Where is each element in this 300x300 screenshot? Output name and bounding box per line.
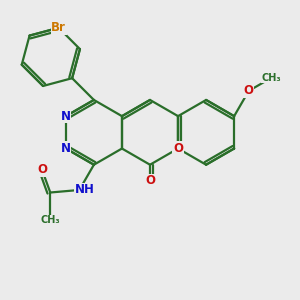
Text: O: O bbox=[37, 163, 47, 176]
Text: Br: Br bbox=[51, 21, 66, 34]
Text: CH₃: CH₃ bbox=[261, 73, 281, 83]
Text: CH₃: CH₃ bbox=[40, 215, 60, 225]
Text: N: N bbox=[61, 142, 71, 155]
Text: NH: NH bbox=[75, 184, 94, 196]
Text: N: N bbox=[61, 110, 71, 123]
Text: O: O bbox=[173, 142, 183, 155]
Text: O: O bbox=[145, 174, 155, 188]
Text: O: O bbox=[244, 84, 254, 98]
